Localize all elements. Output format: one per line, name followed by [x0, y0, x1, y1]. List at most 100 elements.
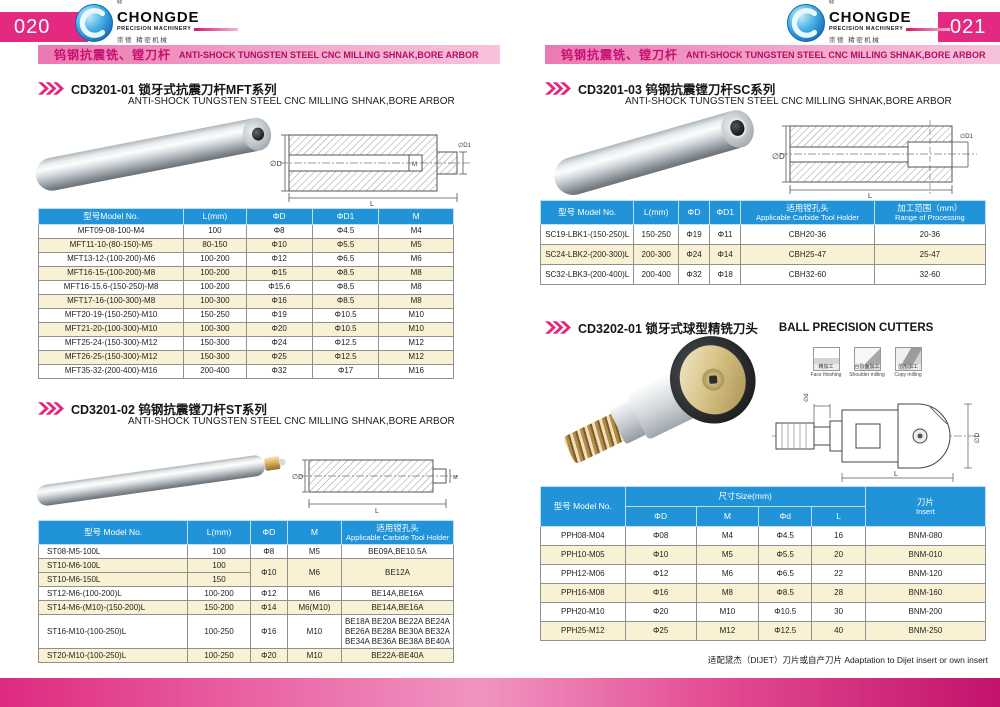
svg-text:∅D: ∅D [772, 152, 785, 161]
table-cell: Φ10 [249, 558, 288, 588]
application-copy-milling: 仿形加工 Copy milling [892, 347, 924, 378]
table-cell: 28 [811, 583, 866, 603]
table-row: MFT17-16-(100-300)-M8 100-300 Φ16 Φ8.5 M8 [37, 293, 454, 309]
product-photo-mft-arbor [30, 112, 280, 200]
column-header: 刀片 Insert [864, 486, 987, 527]
table-row: SC24-LBK2-(200-300)L 200-300 Φ24 Φ14 CBH25-4… [539, 244, 987, 266]
table-cell: ST14-M6-(M10)-(150-200)L [37, 600, 189, 616]
table-row: MFT09-08-100-M4 100 Φ8 Φ4.5 M4 [37, 223, 454, 239]
shoulder-milling-icon: 台阶面加工 [853, 347, 881, 371]
column-header: ΦD1 [311, 208, 380, 225]
arbor-bore-hole [250, 126, 266, 142]
column-header: ΦD [677, 199, 711, 226]
table-cell: 40 [811, 621, 866, 641]
table-cell: M10 [286, 648, 342, 664]
technical-drawing-st: ∅D M L [292, 459, 458, 514]
arbor-shank [35, 454, 287, 507]
chevrons-icon [38, 402, 64, 415]
table-cell: 80-150 [183, 237, 247, 253]
table-cell: 150 [187, 572, 251, 588]
table-cell: M8 [378, 265, 454, 281]
table-cell: Φ8.5 [311, 279, 380, 295]
table-cell: Φ8.5 [311, 293, 380, 309]
table-cell: Φ8 [245, 223, 313, 239]
table-cell: MFT16-15-(100-200)-M8 [37, 265, 185, 281]
table-row: MFT11-10-(80-150)-M5 80-150 Φ10 Φ5.5 M5 [37, 237, 454, 253]
table-cell: M12 [695, 621, 760, 641]
table-cell: Φ16 [624, 583, 697, 603]
category-banner-right: 钨钢抗震铣、镗刀杆 ANTI-SHOCK TUNGSTEN STEEL CNC … [545, 45, 1000, 64]
column-header: 加工范围（mm） Range of Processing [873, 199, 987, 226]
registered-mark: ® [829, 0, 835, 6]
svg-text:∅D: ∅D [270, 159, 283, 168]
table-cell: M5 [286, 544, 342, 560]
tagline-underline [194, 27, 239, 31]
table-cell: Φ4.5 [311, 223, 380, 239]
copy-milling-icon: 仿形加工 [894, 347, 922, 371]
table-cell: 150-250 [183, 307, 247, 323]
table-header-row: ΦD M Φd L [541, 506, 986, 527]
column-header: 型号 Model No. [539, 199, 635, 226]
chevrons-icon [38, 82, 64, 95]
table-cell: 150-300 [183, 349, 247, 365]
table-cell: M10 [286, 614, 342, 650]
table-cell: 22 [811, 564, 866, 584]
table-cell: MFT11-10-(80-150)-M5 [37, 237, 185, 253]
table-cell: MFT13-12-(100-200)-M6 [37, 251, 185, 267]
table-cell: Φ15.6 [245, 279, 313, 295]
table-row: ST12-M6-(100-200)L 100-200 Φ12 M6 BE14A,BE16… [37, 586, 455, 602]
column-header: 型号 Model No. [540, 486, 626, 527]
section-title: CD3201-02 钨钢抗震镗刀杆ST系列 [71, 403, 267, 417]
arbor-end-cap [240, 115, 274, 154]
table-cell: MFT25-24-(150-300)-M12 [37, 335, 185, 351]
table-cell: Φ4.5 [758, 526, 813, 546]
table-cell: Φ6.5 [758, 564, 813, 584]
table-row: MFT26-25-(150-300)-M12 150-300 Φ25 Φ12.5 M12 [37, 349, 454, 365]
table-cell: ST16-M10-(100-250)L [37, 614, 189, 650]
table-header-row: 型号 Model No. L(mm) ΦD M 适用镗孔头 Applicable… [37, 519, 455, 546]
table-cell: MFT17-16-(100-300)-M8 [37, 293, 185, 309]
st-spec-table-container: 型号 Model No. L(mm) ΦD M 适用镗孔头 Applicable… [37, 519, 455, 664]
table-cell: M6 [695, 564, 760, 584]
brand-name-chinese: 崇德 精密机械 [829, 37, 881, 44]
column-header: 型号Model No. [37, 208, 185, 225]
table-cell: Φ12.5 [311, 335, 380, 351]
table-cell: MFT21-20-(100-300)-M10 [37, 321, 185, 337]
table-cell: Φ18 [709, 264, 742, 286]
column-header: L(mm) [183, 208, 247, 225]
svg-text:L: L [375, 508, 379, 514]
section-subtitle: ANTI-SHOCK TUNGSTEN STEEL CNC MILLING SH… [128, 96, 455, 107]
column-header-group: 尺寸Size(mm) [624, 486, 866, 507]
pph-spec-table: 型号 Model No. 尺寸Size(mm) 刀片 Insert ΦD M Φ… [540, 486, 987, 641]
column-header: L(mm) [633, 199, 679, 226]
table-cell: Φ24 [677, 244, 711, 266]
svg-text:∅D1: ∅D1 [960, 133, 974, 140]
table-cell: BNM-080 [864, 526, 987, 546]
table-cell: M10 [378, 321, 454, 337]
table-cell: 100-200 [183, 265, 247, 281]
table-cell: 150-200 [187, 600, 251, 616]
table-cell: 100 [187, 558, 251, 574]
svg-text:∅d: ∅d [803, 393, 810, 402]
table-cell: M8 [378, 279, 454, 295]
table-cell: BE09A,BE10.5A [340, 544, 455, 560]
table-row: MFT35-32-(200-400)-M16 200-400 Φ32 Φ17 M16 [37, 363, 454, 379]
section-title: CD3201-01 锁牙式抗震刀杆MFT系列 [71, 83, 277, 97]
table-cell: MFT35-32-(200-400)-M16 [37, 363, 185, 379]
table-row: SC19-LBK1-(150-250)L 150-250 Φ19 Φ11 CBH20-3… [539, 224, 987, 246]
column-header: M [286, 519, 342, 546]
svg-text:M: M [412, 162, 417, 168]
page-number-right: 021 [938, 12, 1000, 42]
table-cell: PPH20-M10 [540, 602, 626, 622]
table-cell: M8 [695, 583, 760, 603]
brand-name: CHONGDE [117, 9, 200, 26]
brand-name: CHONGDE [829, 9, 912, 26]
table-cell: Φ6.5 [311, 251, 380, 267]
arbor-shank [549, 106, 759, 200]
table-cell: M5 [378, 237, 454, 253]
table-row: MFT13-12-(100-200)-M6 100-200 Φ12 Φ6.5 M6 [37, 251, 454, 267]
table-cell: Φ24 [245, 335, 313, 351]
chevrons-icon [545, 321, 571, 334]
table-header-row: 型号 Model No. L(mm) ΦD ΦD1 适用镗孔头 Applicab… [539, 199, 987, 226]
column-header: ΦD [624, 506, 697, 527]
